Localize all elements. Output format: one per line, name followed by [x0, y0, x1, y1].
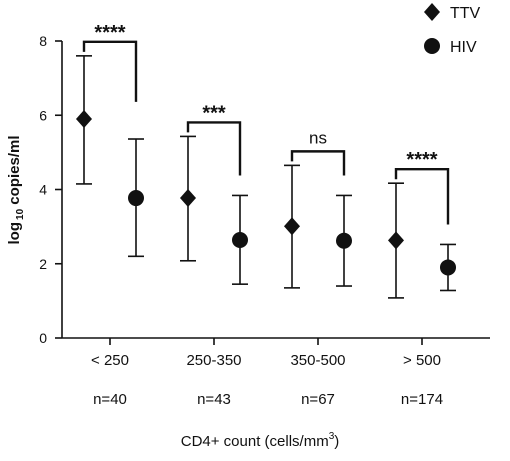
- y-tick-label: 2: [39, 256, 47, 272]
- significance-bracket: [186, 121, 242, 176]
- legend-ttv-marker: [424, 3, 440, 21]
- ttv-point: [388, 231, 404, 250]
- ttv-point: [76, 109, 92, 128]
- y-tick-label: 4: [39, 182, 47, 198]
- y-tick-label: 6: [39, 107, 47, 123]
- data-marks: [76, 55, 456, 299]
- hiv-point: [336, 232, 352, 249]
- x-ticks: < 250 n=40 250-350 n=43 350-500 n=67 > 500 n=17…: [91, 338, 443, 408]
- n-count-label: n=43: [197, 391, 231, 408]
- hiv-point: [128, 190, 144, 207]
- significance-bracket: [290, 150, 346, 176]
- legend-ttv-label: TTV: [450, 5, 481, 22]
- y-axis-title: log10 copies/ml: [6, 136, 26, 245]
- significance-brackets: *******ns****: [82, 22, 450, 225]
- x-tick-label: 350-500: [290, 352, 345, 369]
- ttv-point: [284, 217, 300, 236]
- legend: TTV HIV: [424, 3, 481, 56]
- legend-hiv-marker: [424, 38, 440, 54]
- y-ticks: 0 2 4 6 8: [39, 33, 62, 346]
- legend-hiv-label: HIV: [450, 39, 477, 56]
- x-tick-label: > 500: [403, 352, 441, 369]
- hiv-point: [232, 231, 248, 248]
- n-count-label: n=40: [93, 391, 127, 408]
- n-count-label: n=67: [301, 391, 335, 408]
- significance-label: ****: [94, 22, 125, 44]
- x-axis-title: CD4+ count (cells/mm3): [181, 431, 340, 450]
- n-count-label: n=174: [401, 391, 443, 408]
- significance-label: ****: [406, 149, 437, 171]
- ttv-point: [180, 189, 196, 208]
- significance-bracket: [394, 167, 450, 225]
- significance-label: ns: [309, 128, 327, 147]
- significance-label: ***: [202, 102, 226, 124]
- x-tick-label: < 250: [91, 352, 129, 369]
- significance-bracket: [82, 40, 138, 102]
- x-tick-label: 250-350: [186, 352, 241, 369]
- y-tick-label: 0: [39, 330, 47, 346]
- hiv-point: [440, 259, 456, 276]
- y-tick-label: 8: [39, 33, 47, 49]
